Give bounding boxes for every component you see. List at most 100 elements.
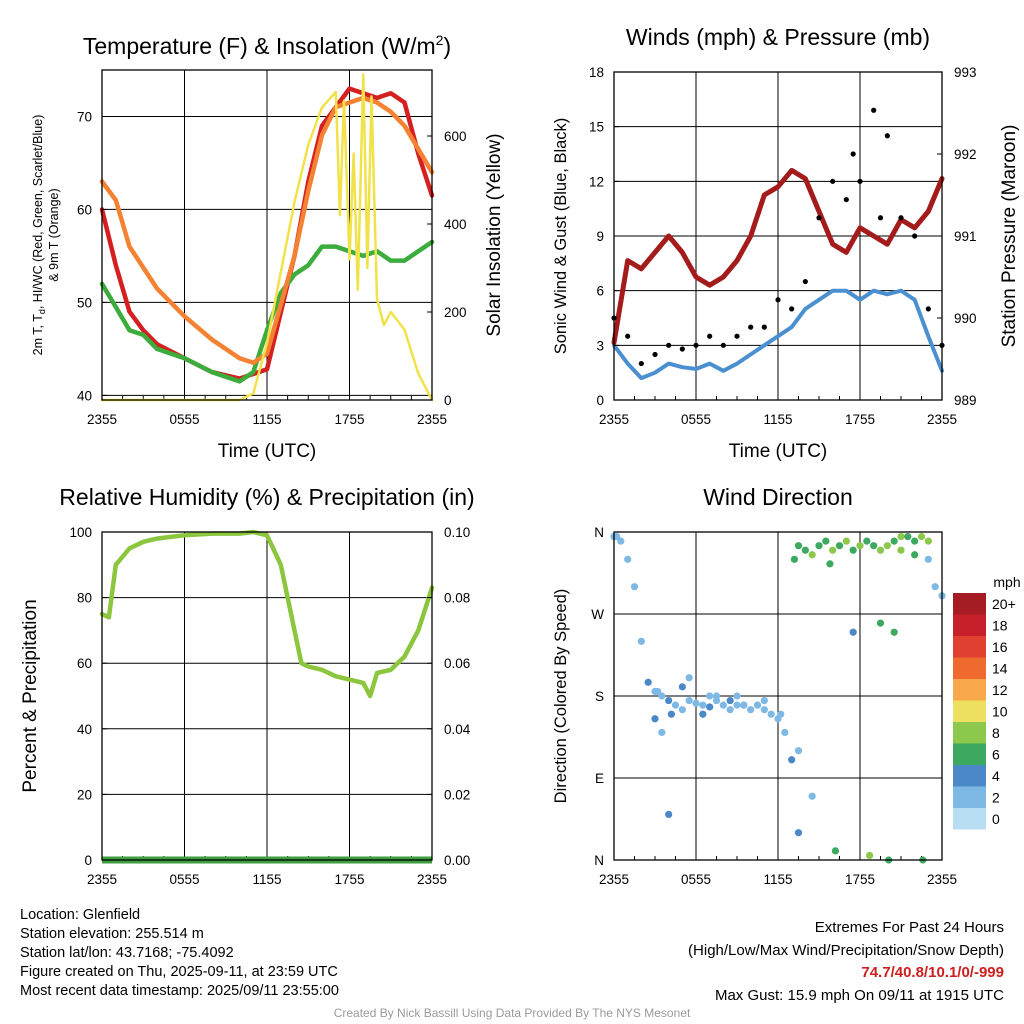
x-tick-label-3-0: 2355 (599, 872, 629, 887)
legend-label-1: 18 (992, 618, 1008, 634)
direction-point-37 (856, 542, 864, 550)
x-tick-label-3-4: 2355 (927, 872, 957, 887)
direction-point-2 (624, 555, 632, 563)
gust-point-6 (693, 342, 699, 348)
y2-tick-label-1-4: 993 (954, 65, 977, 80)
gust-point-2 (638, 360, 644, 367)
x-tick-label-0-0: 2355 (87, 412, 117, 427)
gust-point-17 (843, 196, 849, 203)
direction-point-72 (712, 692, 721, 700)
x-tick-label-1-4: 2355 (927, 412, 957, 427)
y-tick-label-3-3: W (591, 607, 604, 622)
direction-point-48 (931, 583, 939, 591)
legend-label-2: 16 (992, 639, 1008, 655)
y-tick-label-3-4: N (594, 525, 604, 540)
recent-text: Most recent data timestamp: 2025/09/11 2… (20, 983, 339, 999)
x-tick-label-2-0: 2355 (87, 872, 117, 887)
y-axis-label-temperature: 2m T, Td, HI/WC (Red, Green, Scarlet/Blu… (31, 115, 47, 356)
direction-point-23 (767, 710, 775, 718)
latlon-text: Station lat/lon: 43.7168; -75.4092 (20, 945, 234, 961)
direction-point-71 (685, 674, 693, 682)
legend-title-mph: mph (993, 574, 1020, 590)
gust-point-10 (748, 324, 754, 330)
gust-point-16 (830, 178, 836, 184)
direction-point-42 (890, 537, 898, 545)
y2-tick-label-0-2: 400 (444, 217, 467, 232)
direction-point-44 (904, 532, 912, 541)
gust-point-14 (802, 278, 808, 285)
direction-point-63 (760, 696, 768, 705)
y-tick-label-1-0: 0 (596, 393, 604, 408)
direction-point-45 (911, 537, 919, 545)
direction-point-35 (842, 537, 850, 545)
direction-point-20 (747, 706, 755, 714)
direction-point-5 (644, 678, 652, 686)
legend-label-5: 10 (992, 704, 1008, 720)
legend-swatch-8 (953, 765, 986, 787)
y-tick-label-0-3: 70 (77, 109, 92, 124)
direction-point-33 (829, 546, 837, 554)
x-tick-label-2-1: 0555 (169, 872, 199, 887)
y2-tick-label-2-3: 0.06 (444, 656, 470, 671)
y2-tick-label-2-4: 0.08 (444, 591, 470, 606)
direction-point-34 (835, 542, 844, 550)
direction-point-4 (637, 637, 645, 645)
x-tick-label-1-2: 1155 (763, 412, 792, 427)
y-tick-label-1-6: 18 (589, 65, 604, 80)
legend-label-6: 8 (992, 725, 1000, 741)
x-tick-label-2-2: 1155 (252, 872, 281, 887)
direction-point-59 (890, 628, 898, 636)
y-tick-label-1-5: 15 (589, 120, 604, 135)
direction-point-53 (651, 715, 659, 723)
y-tick-label-1-1: 3 (596, 338, 604, 353)
y-tick-label-0-1: 50 (77, 295, 92, 310)
direction-point-66 (897, 546, 905, 554)
series-line-9m-t (99, 95, 435, 366)
direction-point-12 (692, 699, 700, 707)
direction-point-57 (849, 628, 857, 636)
y-tick-label-3-2: S (595, 689, 604, 704)
x-tick-label-3-2: 1155 (763, 872, 792, 887)
y-tick-label-3-1: E (595, 771, 604, 786)
location-text: Location: Glenfield (20, 907, 141, 923)
y2-tick-label-2-5: 0.10 (444, 525, 470, 540)
direction-point-56 (808, 792, 816, 800)
direction-point-40 (876, 546, 885, 554)
gust-point-3 (652, 351, 658, 358)
y-tick-label-2-0: 0 (84, 853, 92, 868)
y-tick-label-0-0: 40 (77, 388, 92, 403)
direction-point-75 (831, 847, 840, 855)
direction-point-36 (849, 546, 857, 554)
direction-point-32 (822, 537, 830, 545)
direction-point-17 (726, 706, 734, 714)
direction-point-29 (801, 546, 809, 554)
y2-tick-label-1-2: 991 (954, 229, 977, 244)
series-line-sonic-wind (612, 288, 944, 381)
direction-point-16 (719, 701, 727, 709)
direction-point-64 (777, 710, 785, 718)
x-tick-label-1-0: 2355 (599, 412, 629, 427)
gust-point-12 (775, 297, 781, 303)
gust-point-9 (734, 333, 740, 339)
direction-point-58 (876, 619, 885, 627)
direction-point-8 (665, 696, 673, 705)
legend-swatch-4 (953, 679, 986, 701)
y2-tick-label-1-1: 990 (954, 311, 977, 326)
direction-point-79 (613, 532, 621, 541)
direction-point-9 (671, 701, 680, 709)
direction-point-41 (883, 542, 891, 550)
y-tick-label-1-4: 12 (589, 174, 604, 189)
legend-label-8: 4 (992, 768, 1000, 784)
station-info: Location: Glenfield Station elevation: 2… (20, 906, 339, 1001)
plot-border-2 (101, 531, 433, 861)
y-tick-label-2-5: 100 (69, 525, 92, 540)
direction-point-30 (808, 551, 816, 559)
gust-point-20 (871, 107, 877, 113)
y-axis-label-temperature-line2: & 9m T (Orange) (47, 188, 61, 281)
direction-point-38 (863, 537, 871, 545)
y-tick-label-1-2: 6 (596, 284, 604, 299)
y-tick-label-2-4: 80 (77, 591, 92, 606)
legend-swatch-0 (953, 593, 986, 615)
y-tick-label-3-0: N (594, 853, 604, 868)
